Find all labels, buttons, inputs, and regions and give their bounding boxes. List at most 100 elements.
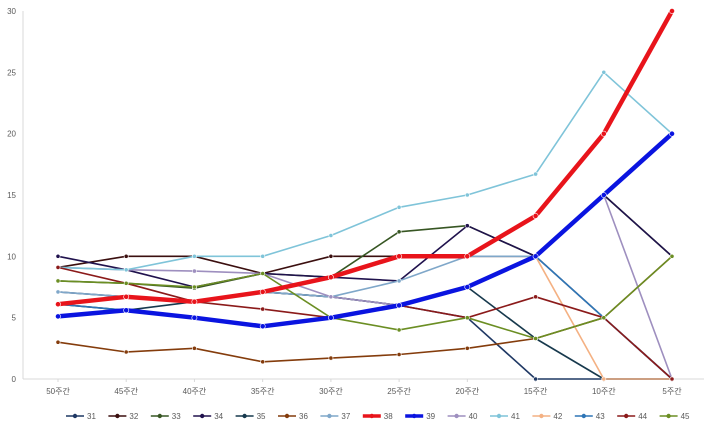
data-point bbox=[55, 301, 61, 308]
data-point bbox=[260, 253, 266, 259]
legend-label: 35 bbox=[257, 412, 266, 421]
series-39 bbox=[55, 130, 675, 330]
legend-label: 39 bbox=[426, 412, 435, 421]
data-point bbox=[327, 274, 334, 281]
data-point bbox=[191, 345, 197, 351]
data-point bbox=[396, 302, 402, 309]
data-point bbox=[328, 233, 334, 238]
data-point bbox=[328, 294, 334, 300]
legend-label: 31 bbox=[87, 412, 96, 421]
series-line-36 bbox=[57, 255, 673, 363]
legend-item-40: 40 bbox=[447, 412, 478, 421]
data-point bbox=[123, 253, 129, 259]
data-point bbox=[191, 284, 197, 290]
data-point bbox=[259, 288, 266, 295]
data-point bbox=[669, 8, 675, 14]
data-point bbox=[533, 171, 538, 177]
data-point bbox=[396, 352, 402, 357]
data-point bbox=[55, 313, 61, 320]
data-point bbox=[191, 268, 197, 274]
legend-label: 38 bbox=[384, 412, 393, 421]
legend-item-43: 43 bbox=[574, 412, 605, 421]
series-line-33 bbox=[57, 194, 673, 290]
data-point bbox=[532, 253, 539, 260]
series-31 bbox=[55, 289, 675, 382]
x-tick-label: 10주간 bbox=[592, 386, 616, 396]
legend-marker bbox=[115, 413, 120, 419]
data-point bbox=[669, 130, 675, 137]
legend-label: 45 bbox=[681, 412, 690, 421]
legend-item-41: 41 bbox=[490, 412, 520, 421]
legend-label: 37 bbox=[341, 412, 350, 421]
legend-item-39: 39 bbox=[405, 412, 436, 421]
data-point bbox=[191, 298, 198, 305]
data-point bbox=[464, 253, 471, 260]
legend-item-37: 37 bbox=[320, 412, 351, 421]
x-tick-label: 45주간 bbox=[114, 386, 138, 396]
legend-marker bbox=[200, 413, 205, 419]
legend-marker bbox=[369, 413, 374, 419]
data-point bbox=[464, 223, 470, 229]
legend-label: 40 bbox=[469, 412, 478, 421]
data-point bbox=[191, 314, 198, 321]
data-point bbox=[260, 306, 266, 312]
y-tick-label: 5 bbox=[12, 314, 17, 323]
legend-item-33: 33 bbox=[150, 412, 181, 421]
legend-marker bbox=[72, 413, 78, 419]
legend-label: 34 bbox=[214, 412, 223, 421]
series-line-42 bbox=[57, 255, 672, 380]
data-point bbox=[669, 253, 675, 259]
data-point bbox=[600, 192, 607, 198]
legend-marker bbox=[157, 413, 162, 419]
legend-item-38: 38 bbox=[362, 412, 393, 421]
data-point bbox=[55, 339, 61, 345]
data-point bbox=[600, 130, 607, 137]
series-line-37 bbox=[57, 255, 673, 380]
legend-marker bbox=[496, 413, 502, 419]
series-41 bbox=[55, 69, 675, 273]
series-43 bbox=[55, 253, 675, 382]
data-point bbox=[464, 284, 471, 290]
series-line-34 bbox=[57, 194, 673, 288]
data-point bbox=[601, 315, 607, 321]
data-point bbox=[123, 307, 130, 314]
data-point bbox=[123, 349, 129, 355]
series-45 bbox=[55, 253, 675, 341]
series-line-38 bbox=[57, 9, 674, 307]
y-tick-label: 30 bbox=[7, 7, 16, 16]
x-tick-label: 25주간 bbox=[387, 386, 411, 396]
x-tick-label: 5주간 bbox=[662, 386, 682, 396]
data-point bbox=[55, 278, 61, 284]
data-point bbox=[123, 267, 129, 273]
data-point bbox=[396, 253, 402, 260]
data-point bbox=[601, 376, 607, 382]
data-point bbox=[328, 253, 334, 259]
data-point bbox=[55, 253, 61, 259]
legend-marker bbox=[666, 413, 671, 419]
legend-label: 32 bbox=[129, 412, 138, 421]
legend-label: 43 bbox=[596, 412, 605, 421]
data-point bbox=[396, 278, 402, 284]
legend-label: 33 bbox=[172, 412, 181, 421]
series-32 bbox=[55, 253, 675, 382]
series-layer bbox=[55, 8, 675, 382]
series-38 bbox=[55, 8, 675, 308]
series-37 bbox=[55, 253, 675, 382]
x-tick-label: 35주간 bbox=[251, 386, 275, 396]
legend-item-32: 32 bbox=[108, 412, 139, 421]
data-point bbox=[55, 289, 61, 295]
legend-marker bbox=[412, 413, 417, 419]
legend-item-34: 34 bbox=[193, 412, 224, 421]
legend-item-42: 42 bbox=[532, 412, 563, 421]
legend-label: 44 bbox=[638, 412, 647, 421]
data-point bbox=[396, 204, 402, 210]
legend-marker bbox=[581, 413, 586, 419]
data-point bbox=[55, 264, 61, 270]
data-point bbox=[669, 376, 675, 382]
legend-item-36: 36 bbox=[278, 412, 308, 421]
y-tick-label: 0 bbox=[12, 375, 17, 384]
legend-marker bbox=[454, 413, 459, 419]
y-tick-label: 25 bbox=[7, 68, 16, 77]
legend-item-45: 45 bbox=[659, 412, 690, 421]
